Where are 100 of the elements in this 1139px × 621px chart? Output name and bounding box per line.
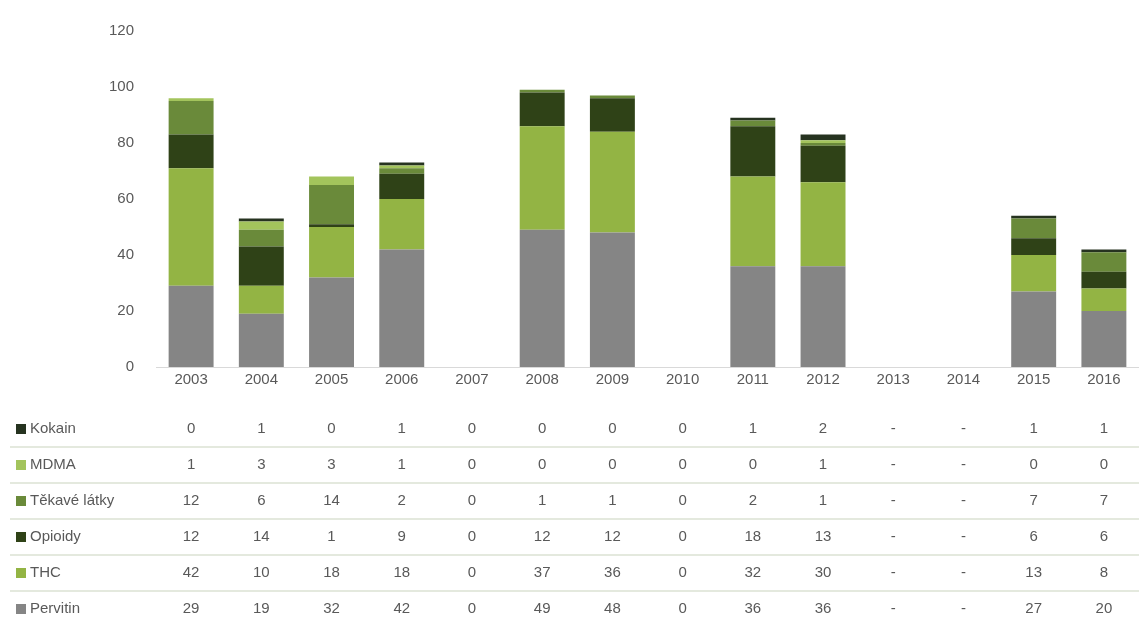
data-label: 0 bbox=[678, 491, 687, 509]
text: - bbox=[890, 491, 896, 509]
data-label: 14 bbox=[323, 491, 340, 509]
data-label: 19 bbox=[252, 599, 270, 617]
bar bbox=[309, 224, 354, 227]
bar bbox=[379, 168, 425, 174]
x-tick-label: 2016 bbox=[1087, 370, 1121, 388]
bar bbox=[379, 173, 425, 199]
x-tick-label: 2006 bbox=[385, 370, 419, 388]
x-tick-label: 2014 bbox=[946, 370, 981, 388]
y-tick-label: 120 bbox=[108, 21, 134, 39]
bar bbox=[1011, 291, 1057, 367]
data-label: 0 bbox=[467, 527, 477, 545]
bar bbox=[238, 229, 284, 247]
data-label: 0 bbox=[467, 491, 477, 509]
data-label: 9 bbox=[397, 527, 406, 545]
data-label: 7 bbox=[1099, 491, 1109, 509]
bar bbox=[168, 134, 214, 169]
bar bbox=[309, 185, 354, 225]
data-label: 0 bbox=[608, 455, 617, 473]
y-tick-label: 100 bbox=[108, 77, 134, 95]
data-label: 18 bbox=[393, 563, 411, 581]
bar bbox=[168, 101, 214, 135]
text: - bbox=[890, 563, 896, 581]
data-label: 7 bbox=[1029, 491, 1038, 509]
data-label: 1 bbox=[818, 455, 828, 473]
bar bbox=[1081, 252, 1127, 272]
bar bbox=[519, 92, 565, 127]
legend-label: Kokain bbox=[30, 419, 76, 437]
data-label: 36 bbox=[744, 599, 762, 617]
text: - bbox=[890, 599, 896, 617]
data-label: 1 bbox=[818, 491, 828, 509]
data-label: 20 bbox=[1095, 599, 1113, 617]
x-tick-label: 2008 bbox=[525, 370, 559, 388]
data-label: 12 bbox=[604, 527, 621, 545]
x-tick-label: 2012 bbox=[806, 370, 840, 388]
bar bbox=[1011, 218, 1057, 239]
data-label: 0 bbox=[467, 419, 477, 437]
data-label: 8 bbox=[1099, 563, 1109, 581]
legend-label: Těkavé látky bbox=[30, 491, 115, 509]
data-label: 18 bbox=[323, 563, 340, 581]
data-label: 1 bbox=[1099, 419, 1109, 437]
data-label: 1 bbox=[748, 419, 757, 437]
bar bbox=[379, 199, 425, 250]
data-label: 12 bbox=[182, 527, 200, 545]
data-label: 3 bbox=[257, 455, 266, 473]
text: - bbox=[890, 455, 896, 473]
data-label: 32 bbox=[744, 563, 762, 581]
data-label: 0 bbox=[467, 563, 477, 581]
bar bbox=[238, 221, 284, 230]
data-label: 0 bbox=[678, 419, 687, 437]
data-label: 2 bbox=[818, 419, 828, 437]
text: - bbox=[960, 491, 966, 509]
data-label: 0 bbox=[678, 455, 687, 473]
bar bbox=[800, 182, 846, 267]
text: - bbox=[890, 527, 896, 545]
data-label: 10 bbox=[252, 563, 270, 581]
bar bbox=[238, 285, 284, 314]
x-tick-label: 2003 bbox=[174, 370, 208, 388]
data-label: 0 bbox=[467, 455, 477, 473]
data-label: 30 bbox=[814, 563, 832, 581]
bar bbox=[168, 285, 214, 367]
bar bbox=[1081, 271, 1127, 289]
x-tick-label: 2015 bbox=[1016, 370, 1051, 388]
bar bbox=[309, 277, 354, 367]
bar bbox=[589, 232, 635, 367]
text: - bbox=[960, 599, 966, 617]
legend-label: MDMA bbox=[30, 455, 76, 473]
data-label: 0 bbox=[608, 419, 617, 437]
x-tick-label: 2007 bbox=[455, 370, 489, 388]
y-tick-label: 0 bbox=[125, 357, 134, 375]
bar bbox=[730, 266, 776, 367]
bar bbox=[168, 98, 214, 101]
data-label: 1 bbox=[1029, 419, 1038, 437]
text: - bbox=[960, 455, 966, 473]
data-label: 49 bbox=[533, 599, 551, 617]
x-tick-label: 2013 bbox=[876, 370, 910, 388]
x-tick-label: 2009 bbox=[595, 370, 630, 388]
data-label: 2 bbox=[397, 491, 406, 509]
data-label: 27 bbox=[1025, 599, 1043, 617]
data-label: 0 bbox=[327, 419, 336, 437]
x-tick-label: 2011 bbox=[736, 370, 769, 388]
bar bbox=[168, 168, 214, 286]
text: - bbox=[890, 419, 896, 437]
data-label: 0 bbox=[1029, 455, 1038, 473]
data-label: 0 bbox=[538, 455, 547, 473]
data-label: 12 bbox=[182, 491, 200, 509]
bar bbox=[1081, 249, 1127, 253]
data-label: 12 bbox=[533, 527, 551, 545]
data-label: 48 bbox=[604, 599, 621, 617]
data-label: 37 bbox=[533, 563, 551, 581]
data-label: 13 bbox=[814, 527, 832, 545]
bar bbox=[730, 126, 776, 177]
data-label: 0 bbox=[678, 599, 687, 617]
data-label: 32 bbox=[323, 599, 340, 617]
data-label: 14 bbox=[252, 527, 270, 545]
data-label: 0 bbox=[678, 563, 687, 581]
bar bbox=[1011, 238, 1057, 255]
data-label: 1 bbox=[186, 455, 196, 473]
data-label: 1 bbox=[608, 491, 617, 509]
